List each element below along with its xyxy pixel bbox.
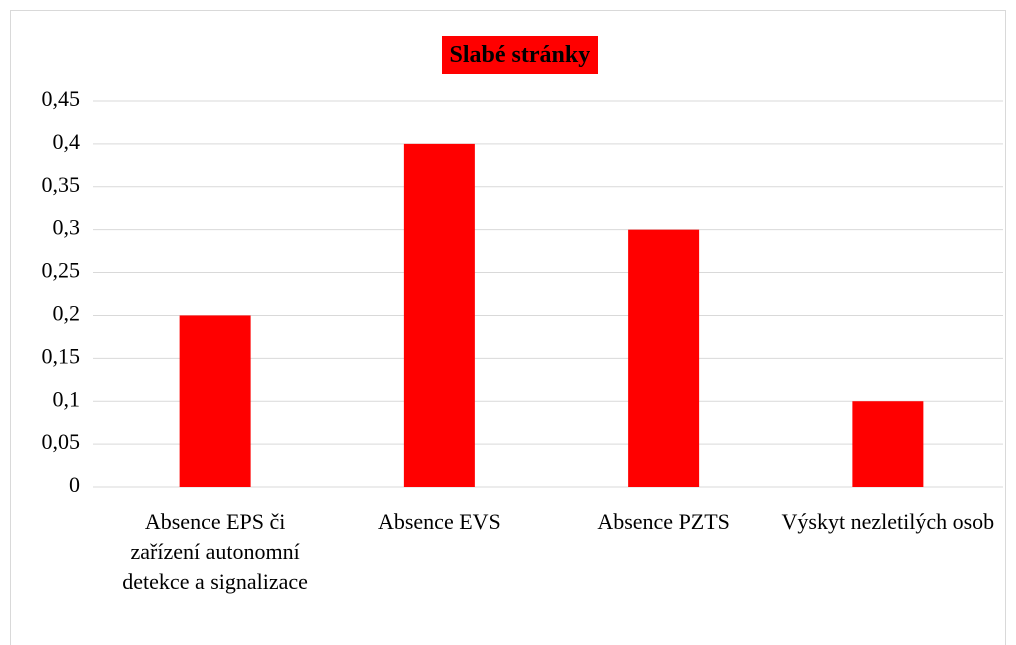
x-tick-label: Výskyt nezletilých osob — [781, 509, 995, 534]
y-tick-label: 0,1 — [53, 386, 81, 411]
bar — [628, 229, 700, 487]
y-tick-label: 0,45 — [42, 86, 81, 111]
x-tick-label: Absence EPS či zařízení autonomní detekc… — [122, 509, 308, 594]
y-tick-label: 0,05 — [42, 429, 81, 454]
y-tick-label: 0,3 — [53, 215, 81, 240]
y-tick-label: 0,15 — [42, 343, 81, 368]
x-tick-label: Absence EVS — [377, 509, 501, 534]
bar — [403, 143, 475, 487]
y-tick-label: 0 — [69, 472, 80, 497]
chart-title: Slabé stránky — [441, 36, 599, 74]
x-tick-label: Absence PZTS — [597, 509, 730, 534]
y-tick-label: 0,4 — [53, 129, 81, 154]
y-tick-label: 0,35 — [42, 172, 81, 197]
chart-border — [10, 10, 1006, 645]
y-tick-label: 0,25 — [42, 258, 81, 283]
y-tick-label: 0,2 — [53, 300, 81, 325]
bar — [852, 401, 924, 487]
bar — [179, 315, 251, 487]
